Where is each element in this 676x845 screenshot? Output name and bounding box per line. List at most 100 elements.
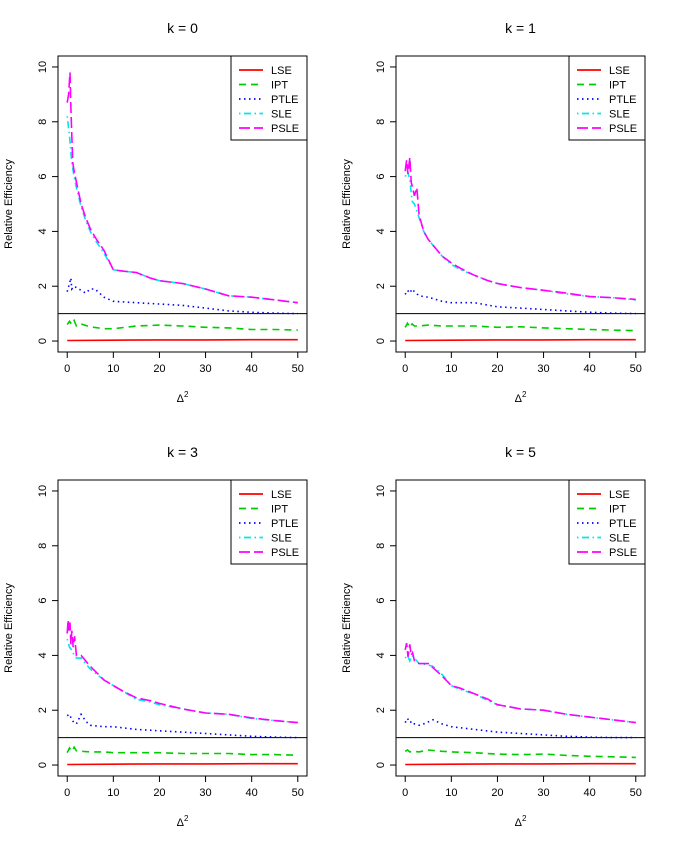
x-tick-label: 40 bbox=[584, 363, 596, 375]
x-axis-label: Δ2 bbox=[177, 390, 189, 405]
y-tick-label: 8 bbox=[37, 119, 49, 125]
x-tick-label: 50 bbox=[292, 363, 304, 375]
y-tick-label: 10 bbox=[375, 485, 387, 497]
y-axis-label: Relative Efficiency bbox=[341, 159, 353, 249]
y-tick-label: 4 bbox=[37, 228, 49, 234]
legend-label: IPT bbox=[271, 504, 288, 516]
y-tick-label: 8 bbox=[375, 543, 387, 549]
panel-title: k = 0 bbox=[167, 20, 198, 36]
x-tick-label: 50 bbox=[630, 787, 642, 799]
legend-label: PTLE bbox=[609, 518, 637, 530]
series-line-lse bbox=[67, 762, 298, 766]
y-tick-label: 8 bbox=[37, 543, 49, 549]
legend-label: PTLE bbox=[609, 94, 637, 106]
y-tick-label: 6 bbox=[37, 598, 49, 604]
x-axis-label-superscript: 2 bbox=[522, 390, 527, 399]
x-tick-label: 30 bbox=[199, 787, 211, 799]
x-tick-label: 10 bbox=[445, 363, 457, 375]
y-axis-label: Relative Efficiency bbox=[3, 583, 15, 673]
y-tick-label: 0 bbox=[375, 338, 387, 344]
legend: LSE IPT PTLE SLE PSLE bbox=[568, 55, 646, 141]
y-tick-label: 2 bbox=[375, 283, 387, 289]
y-tick-label: 10 bbox=[375, 61, 387, 73]
legend-label: IPT bbox=[609, 504, 626, 516]
x-tick-label: 30 bbox=[199, 363, 211, 375]
series-line-sle bbox=[404, 653, 636, 724]
legend: LSE IPT PTLE SLE PSLE bbox=[230, 479, 308, 565]
series-line-psle bbox=[66, 619, 298, 724]
legend-label: LSE bbox=[271, 489, 292, 501]
y-tick-label: 4 bbox=[375, 652, 387, 658]
x-axis-label: Δ2 bbox=[515, 390, 527, 405]
series-line-lse bbox=[405, 338, 636, 342]
legend-label: IPT bbox=[271, 80, 288, 92]
x-tick-label: 10 bbox=[445, 787, 457, 799]
series-group bbox=[66, 72, 298, 342]
legend-label: LSE bbox=[271, 65, 292, 77]
x-tick-label: 30 bbox=[537, 363, 549, 375]
panel-title: k = 1 bbox=[505, 20, 536, 36]
x-tick-label: 40 bbox=[246, 787, 258, 799]
series-line-psle bbox=[404, 157, 636, 301]
x-tick-label: 20 bbox=[491, 787, 503, 799]
x-tick-label: 20 bbox=[153, 363, 165, 375]
x-axis-label-superscript: 2 bbox=[522, 814, 527, 823]
legend-label: LSE bbox=[609, 65, 630, 77]
legend-label: SLE bbox=[271, 533, 292, 545]
y-tick-label: 2 bbox=[37, 707, 49, 713]
legend: LSE IPT PTLE SLE PSLE bbox=[230, 55, 308, 141]
y-tick-label: 0 bbox=[37, 762, 49, 768]
panel-2: k = 1 0 10 20 30 40 50 0 2 4 6 8 10 Δ2 Relative Effici… bbox=[341, 20, 646, 405]
series-line-ptle bbox=[66, 712, 298, 739]
y-tick-label: 6 bbox=[375, 174, 387, 180]
series-group bbox=[404, 642, 636, 766]
legend-label: LSE bbox=[609, 489, 630, 501]
legend-label: SLE bbox=[609, 533, 630, 545]
x-tick-label: 0 bbox=[64, 787, 70, 799]
y-tick-label: 4 bbox=[375, 228, 387, 234]
series-line-lse bbox=[67, 338, 298, 342]
panel-4: k = 5 0 10 20 30 40 50 0 2 4 6 8 10 Δ2 Relative Effici… bbox=[341, 444, 646, 829]
legend-label: PSLE bbox=[271, 547, 299, 559]
legend-label: PSLE bbox=[609, 123, 637, 135]
x-tick-label: 10 bbox=[107, 363, 119, 375]
y-tick-label: 2 bbox=[375, 707, 387, 713]
panel-title: k = 5 bbox=[505, 444, 536, 460]
x-tick-label: 50 bbox=[630, 363, 642, 375]
y-tick-label: 6 bbox=[37, 174, 49, 180]
x-tick-label: 0 bbox=[402, 787, 408, 799]
x-axis-label-superscript: 2 bbox=[184, 390, 189, 399]
series-line-psle bbox=[66, 72, 298, 304]
x-tick-label: 40 bbox=[246, 363, 258, 375]
y-tick-label: 10 bbox=[37, 61, 49, 73]
legend: LSE IPT PTLE SLE PSLE bbox=[568, 479, 646, 565]
legend-label: SLE bbox=[609, 109, 630, 121]
legend-label: PTLE bbox=[271, 518, 299, 530]
legend-label: PSLE bbox=[271, 123, 299, 135]
series-line-ipt bbox=[66, 745, 298, 756]
x-tick-label: 0 bbox=[64, 363, 70, 375]
series-line-lse bbox=[405, 762, 636, 766]
series-line-ptle bbox=[66, 277, 298, 315]
panel-title: k = 3 bbox=[167, 444, 198, 460]
legend-label: IPT bbox=[609, 80, 626, 92]
series-line-ipt bbox=[404, 749, 636, 759]
x-tick-label: 20 bbox=[491, 363, 503, 375]
x-tick-label: 20 bbox=[153, 787, 165, 799]
y-tick-label: 10 bbox=[37, 485, 49, 497]
series-line-ipt bbox=[66, 318, 298, 331]
series-line-ptle bbox=[404, 287, 636, 315]
legend-box bbox=[568, 55, 646, 141]
y-tick-label: 2 bbox=[37, 283, 49, 289]
x-tick-label: 30 bbox=[537, 787, 549, 799]
y-axis-label: Relative Efficiency bbox=[341, 583, 353, 673]
y-tick-label: 4 bbox=[37, 652, 49, 658]
legend-label: PTLE bbox=[271, 94, 299, 106]
x-tick-label: 0 bbox=[402, 363, 408, 375]
panel-1: k = 0 0 10 20 30 40 50 0 2 4 6 8 10 Δ2 Relative Effici… bbox=[3, 20, 308, 405]
y-tick-label: 0 bbox=[37, 338, 49, 344]
legend-label: SLE bbox=[271, 109, 292, 121]
x-tick-label: 40 bbox=[584, 787, 596, 799]
x-axis-label-superscript: 2 bbox=[184, 814, 189, 823]
